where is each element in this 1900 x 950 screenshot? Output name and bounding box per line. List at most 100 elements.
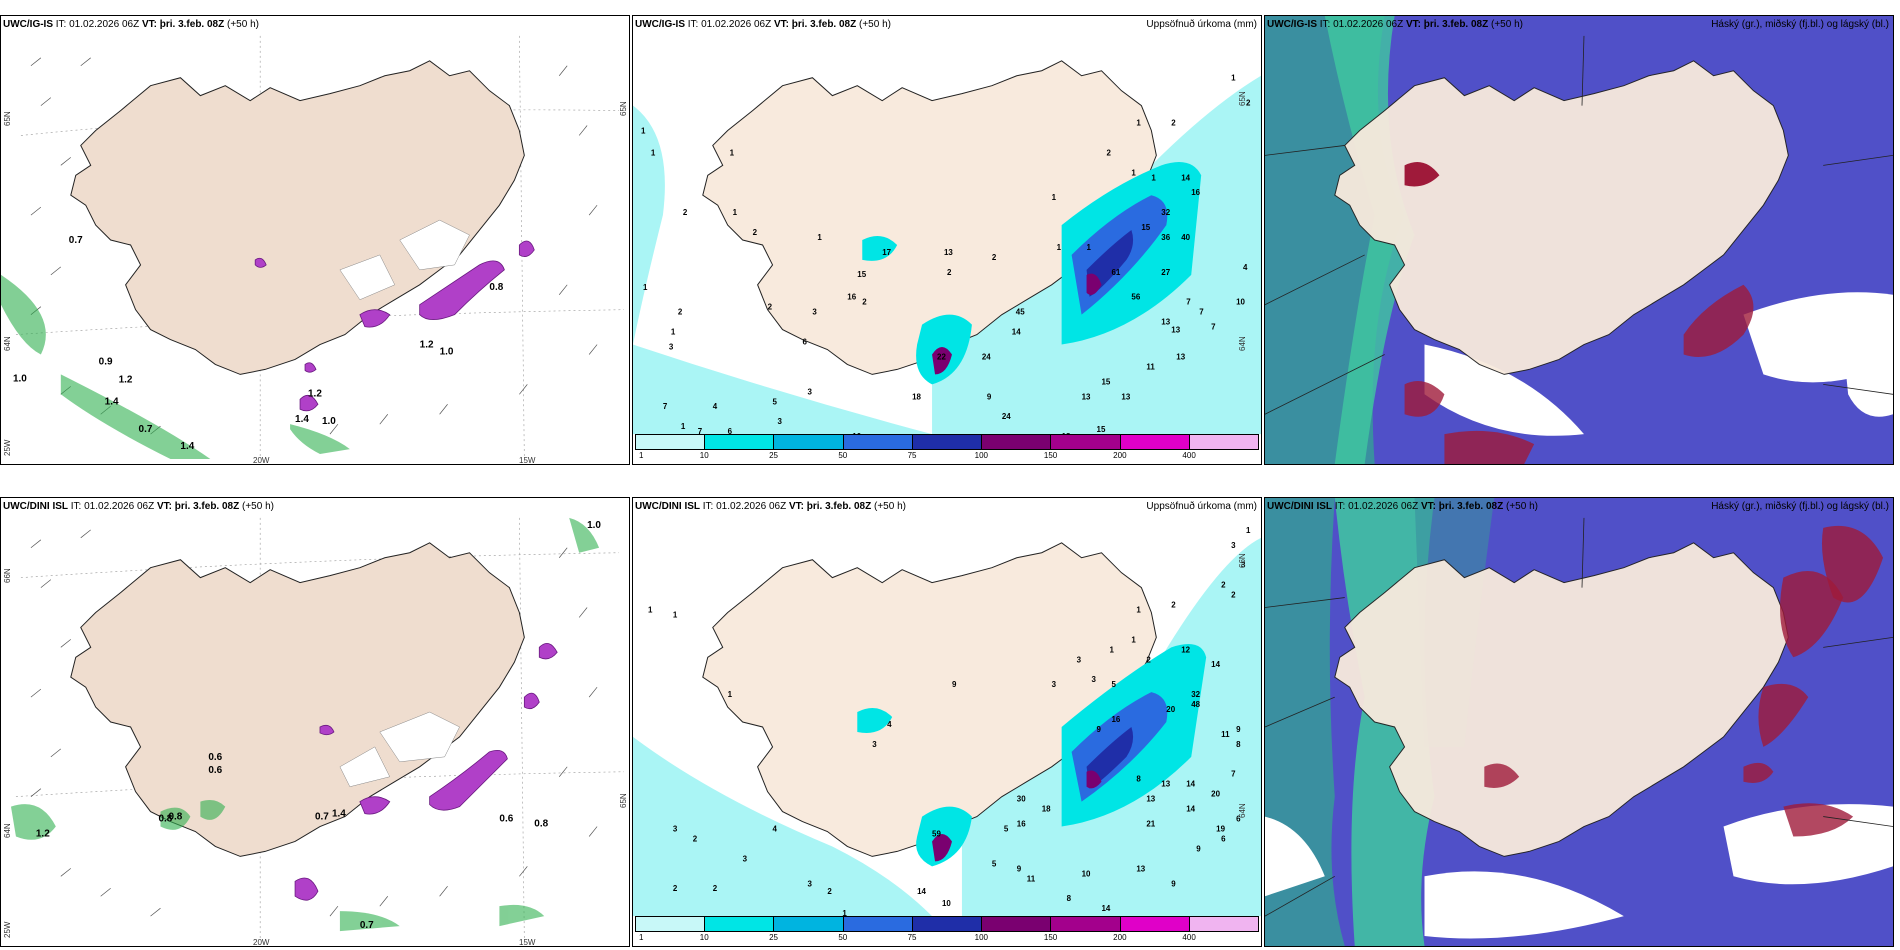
colorbar-tick: 50: [838, 451, 848, 460]
svg-text:1.2: 1.2: [420, 340, 434, 351]
svg-text:8: 8: [1236, 740, 1241, 749]
colorbar-tick: 10: [699, 451, 709, 460]
lon-label: 25W: [3, 439, 12, 456]
svg-text:20: 20: [1166, 705, 1175, 714]
lat-label: 66N: [1238, 553, 1247, 568]
svg-text:6: 6: [728, 427, 733, 436]
svg-text:5: 5: [773, 397, 778, 406]
snow-values: 0.6 0.6 0.8 0.8 1.2 0.7 1.4 0.6 0.8 0.7 …: [36, 520, 602, 931]
svg-text:1.4: 1.4: [180, 441, 194, 452]
colorbar-box: [843, 917, 913, 931]
colorbar-tick: 50: [838, 933, 848, 942]
svg-text:16: 16: [1111, 715, 1120, 724]
svg-text:9: 9: [1171, 879, 1176, 888]
colorbar-box: [774, 435, 844, 449]
svg-text:1: 1: [673, 610, 678, 619]
svg-text:1: 1: [1109, 645, 1114, 654]
wind-snow-map: 0.7 0.9 1.0 1.2 1.4 0.7 1.4 1.4 1.2 1.0 …: [1, 35, 625, 460]
lat-label: 65N: [1238, 91, 1247, 106]
colorbar-tick: 1: [639, 933, 644, 942]
svg-text:15: 15: [1097, 425, 1106, 434]
svg-text:0.8: 0.8: [534, 819, 548, 830]
colorbar-box: [636, 917, 706, 931]
colorbar-box: [1189, 917, 1258, 931]
svg-text:2: 2: [673, 884, 678, 893]
colorbar-box: [1189, 435, 1258, 449]
panel-bottom-left-wind-snow: UWC/DINI ISL IT: 01.02.2026 06Z VT: þri.…: [0, 497, 630, 947]
colorbar-box: [705, 435, 775, 449]
panel-bottom-right-clouds: UWC/DINI ISL IT: 01.02.2026 06Z VT: þri.…: [1264, 497, 1894, 947]
svg-text:2: 2: [693, 834, 698, 843]
panel-header: UWC/DINI ISL IT: 01.02.2026 06Z VT: þri.…: [1267, 501, 1538, 512]
svg-text:9: 9: [987, 392, 992, 401]
lat-label: 64N: [3, 336, 12, 351]
lon-label: 15W: [519, 456, 536, 465]
svg-text:8: 8: [1067, 894, 1072, 903]
panel-title: Háský (gr.), miðský (fj.bl.) og lágský (…: [1711, 501, 1889, 512]
svg-text:24: 24: [1002, 412, 1011, 421]
svg-text:3: 3: [1231, 541, 1236, 550]
svg-text:40: 40: [1181, 233, 1190, 242]
svg-text:7: 7: [698, 427, 703, 436]
svg-text:1: 1: [1136, 119, 1141, 128]
colorbar-box: [1051, 435, 1121, 449]
svg-text:2: 2: [1231, 591, 1236, 600]
svg-text:9: 9: [1017, 864, 1022, 873]
svg-text:18: 18: [1042, 805, 1051, 814]
panel-top-right-clouds: UWC/IG-IS IT: 01.02.2026 06Z VT: þri. 3.…: [1264, 15, 1894, 465]
svg-text:45: 45: [1016, 308, 1025, 317]
svg-text:1: 1: [1231, 74, 1236, 83]
svg-text:2: 2: [1146, 655, 1151, 664]
svg-text:3: 3: [778, 417, 783, 426]
lon-label: 25W: [3, 921, 12, 938]
svg-text:9: 9: [952, 680, 957, 689]
colorbar-tick: 100: [974, 933, 988, 942]
svg-text:16: 16: [847, 293, 856, 302]
lat-label: 65N: [3, 111, 12, 126]
svg-text:7: 7: [1211, 323, 1216, 332]
svg-text:1: 1: [730, 148, 735, 157]
svg-text:3: 3: [1092, 675, 1097, 684]
svg-text:1: 1: [671, 328, 676, 337]
panel-header: UWC/IG-IS IT: 01.02.2026 06Z VT: þri. 3.…: [635, 19, 891, 30]
svg-text:3: 3: [807, 387, 812, 396]
svg-text:3: 3: [743, 854, 748, 863]
panel-header: UWC/DINI ISL IT: 01.02.2026 06Z VT: þri.…: [635, 501, 906, 512]
svg-text:1.0: 1.0: [440, 346, 454, 357]
svg-text:1: 1: [817, 233, 822, 242]
colorbar-box: [912, 917, 983, 931]
svg-text:13: 13: [1161, 780, 1170, 789]
svg-text:1: 1: [648, 605, 653, 614]
colorbar-tick: 75: [907, 451, 917, 460]
svg-text:2: 2: [713, 884, 718, 893]
svg-text:2: 2: [992, 253, 997, 262]
svg-text:2: 2: [683, 208, 688, 217]
svg-text:1.2: 1.2: [119, 374, 133, 385]
lon-label: 20W: [253, 938, 270, 947]
lat-label: 64N: [1238, 803, 1247, 818]
svg-text:3: 3: [807, 879, 812, 888]
colorbar-box: [636, 435, 706, 449]
svg-text:14: 14: [917, 887, 926, 896]
svg-text:0.7: 0.7: [69, 235, 83, 246]
svg-text:0.6: 0.6: [499, 814, 513, 825]
svg-text:6: 6: [1236, 815, 1241, 824]
panel-title: Uppsöfnuð úrkoma (mm): [1146, 19, 1257, 30]
svg-text:0.7: 0.7: [139, 424, 153, 435]
svg-text:0.7: 0.7: [360, 920, 374, 931]
wind-snow-map: 0.6 0.6 0.8 0.8 1.2 0.7 1.4 0.6 0.8 0.7 …: [10, 517, 625, 942]
svg-text:1.0: 1.0: [322, 416, 336, 427]
svg-text:4: 4: [887, 720, 892, 729]
colorbar-box: [1120, 917, 1190, 931]
svg-text:3: 3: [812, 308, 817, 317]
svg-text:7: 7: [1186, 298, 1191, 307]
svg-text:32: 32: [1191, 690, 1200, 699]
precip-colorbar: 1 10 25 50 75 100 150 200 400: [635, 434, 1259, 462]
colorbar-box: [912, 435, 983, 449]
precip-map: 1 1 1 2 2 1 3 1 7 4 5 7 6 3 3 10 1 9 18 1…: [633, 16, 1261, 444]
svg-text:9: 9: [1097, 725, 1102, 734]
svg-text:1: 1: [643, 283, 648, 292]
svg-text:3: 3: [1052, 680, 1057, 689]
svg-text:10: 10: [1082, 869, 1091, 878]
svg-text:2: 2: [1106, 148, 1111, 157]
